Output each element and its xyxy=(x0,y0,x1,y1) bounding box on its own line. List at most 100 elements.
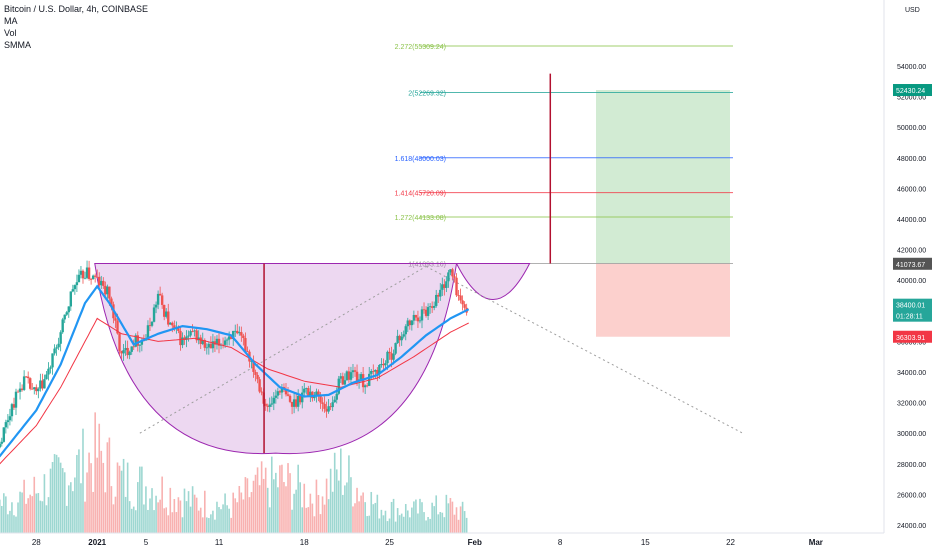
volume-bar xyxy=(244,477,247,533)
volume-bar xyxy=(147,509,149,533)
candle-body xyxy=(136,335,139,346)
volume-bar xyxy=(149,498,151,533)
time-tick-label: 28 xyxy=(32,538,41,547)
volume-bar xyxy=(415,499,417,533)
volume-bar xyxy=(19,491,21,533)
volume-bar xyxy=(287,463,289,533)
candle-body xyxy=(343,380,347,385)
volume-bar xyxy=(228,508,230,533)
last-price-label: 38400.01 xyxy=(896,303,925,310)
volume-bar xyxy=(124,496,127,533)
candle-body xyxy=(67,306,70,313)
time-tick-label: 11 xyxy=(215,538,224,547)
volume-bar xyxy=(333,452,336,533)
candle-body xyxy=(355,371,359,382)
cup-pattern xyxy=(94,262,458,455)
candle-body xyxy=(130,346,133,352)
volume-bar xyxy=(80,483,82,533)
price-tick-label: 42000.00 xyxy=(897,248,926,255)
candle-body xyxy=(447,272,450,282)
candle-body xyxy=(420,309,424,321)
handle-pattern xyxy=(455,262,531,300)
candle-body xyxy=(288,395,292,402)
candle-body xyxy=(167,311,170,325)
volume-bar xyxy=(35,493,38,533)
price-tick-label: 28000.00 xyxy=(897,462,926,469)
volume-bar xyxy=(356,487,358,533)
candle-body xyxy=(299,395,302,403)
volume-bar xyxy=(163,508,165,533)
candle-body xyxy=(453,276,456,278)
candle-body xyxy=(268,404,271,407)
volume-bar xyxy=(122,458,125,533)
candle-body xyxy=(410,320,414,326)
candle-body xyxy=(317,391,320,397)
candle-body xyxy=(284,389,288,395)
countdown-label: 01:28:11 xyxy=(896,314,923,321)
volume-bar xyxy=(153,510,155,533)
candle-body xyxy=(309,391,312,396)
candle-body xyxy=(370,370,373,374)
volume-bar xyxy=(374,502,377,533)
candle-body xyxy=(276,391,280,396)
candle-body xyxy=(303,388,306,393)
candle-body xyxy=(53,348,56,354)
price-tick-label: 26000.00 xyxy=(897,492,926,499)
candle-body xyxy=(323,403,326,409)
volume-bar xyxy=(427,517,429,533)
candle-body xyxy=(181,337,184,346)
candle-body xyxy=(349,372,353,380)
fib-level-label: 2(52269.32) xyxy=(408,90,446,97)
volume-bar xyxy=(161,476,163,533)
volume-bar xyxy=(76,454,78,533)
candle-body xyxy=(294,399,298,407)
candle-body xyxy=(430,306,434,308)
volume-bar xyxy=(291,509,293,533)
smma-line xyxy=(0,317,469,465)
volume-bar xyxy=(169,487,172,533)
volume-bar xyxy=(199,507,202,533)
volume-bar xyxy=(92,491,94,533)
volume-bar xyxy=(118,465,121,533)
chart-legend: Bitcoin / U.S. Dollar, 4h, COINBASE MA V… xyxy=(4,3,148,51)
candle-body xyxy=(104,285,107,295)
candle-body xyxy=(296,395,300,407)
candle-body xyxy=(449,269,452,273)
candle-body xyxy=(61,319,64,333)
candle-body xyxy=(412,314,416,321)
candle-body xyxy=(256,374,259,380)
volume-bar xyxy=(70,482,72,533)
candle-body xyxy=(6,420,10,423)
volume-bar xyxy=(67,485,70,533)
candle-body xyxy=(402,334,405,337)
price-tick-label: 36000.00 xyxy=(897,339,926,346)
candle-body xyxy=(59,332,62,344)
volume-bar xyxy=(352,506,354,533)
price-tick-label: 30000.00 xyxy=(897,431,926,438)
candle-body xyxy=(160,295,164,305)
volume-bar xyxy=(348,455,350,533)
candle-body xyxy=(240,332,243,336)
candle-body xyxy=(290,401,294,407)
time-tick-label: 5 xyxy=(144,538,149,547)
stop-price-label-bg xyxy=(893,330,932,343)
volume-bar xyxy=(106,442,109,533)
candle-body xyxy=(398,335,401,341)
candle-body xyxy=(392,353,395,360)
volume-bar xyxy=(151,488,153,533)
volume-bar xyxy=(179,500,182,533)
volume-bar xyxy=(27,498,29,533)
volume-bar xyxy=(264,467,267,533)
candle-body xyxy=(71,289,75,292)
volume-bar xyxy=(238,485,241,533)
volume-bar xyxy=(126,462,129,533)
volume-bar xyxy=(266,487,269,533)
volume-bar xyxy=(181,517,184,533)
volume-bar xyxy=(445,494,448,533)
volume-bar xyxy=(208,518,210,533)
volume-bar xyxy=(234,498,237,533)
candle-body xyxy=(26,376,30,379)
volume-bar xyxy=(366,516,368,533)
